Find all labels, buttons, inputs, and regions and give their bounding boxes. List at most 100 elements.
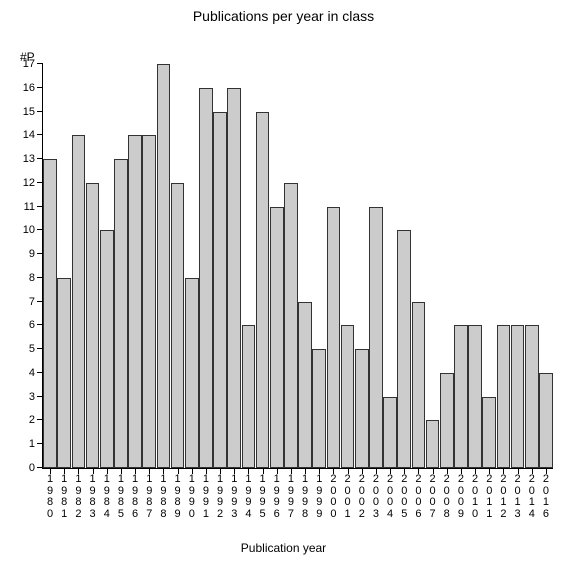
y-tick <box>37 206 43 207</box>
bar <box>185 278 199 468</box>
x-tick-label: 1989 <box>173 474 183 520</box>
y-tick <box>37 443 43 444</box>
y-tick <box>37 134 43 135</box>
y-tick-label: 16 <box>23 82 35 94</box>
bar <box>270 207 284 468</box>
x-tick-label: 2014 <box>527 474 537 520</box>
x-tick-label: 1982 <box>73 474 83 520</box>
x-tick-label: 1983 <box>88 474 98 520</box>
x-tick-label: 1981 <box>59 474 69 520</box>
y-tick <box>37 277 43 278</box>
bar <box>86 183 100 468</box>
y-tick-label: 15 <box>23 106 35 118</box>
y-tick-label: 1 <box>29 438 35 450</box>
y-tick <box>37 111 43 112</box>
x-tick-label: 2013 <box>513 474 523 520</box>
x-tick-label: 2003 <box>371 474 381 520</box>
y-tick-label: 17 <box>23 58 35 70</box>
x-tick-label: 2010 <box>470 474 480 520</box>
y-tick-label: 7 <box>29 296 35 308</box>
y-tick-label: 9 <box>29 248 35 260</box>
y-tick-label: 5 <box>29 343 35 355</box>
x-tick-label: 2016 <box>541 474 551 520</box>
bar <box>142 135 156 468</box>
bar <box>298 302 312 468</box>
y-tick-label: 12 <box>23 177 35 189</box>
bar <box>199 88 213 468</box>
x-tick-label: 2007 <box>428 474 438 520</box>
x-tick-label: 1996 <box>272 474 282 520</box>
bar <box>114 159 128 468</box>
bars-group <box>43 64 553 468</box>
y-tick <box>37 301 43 302</box>
y-tick-label: 6 <box>29 319 35 331</box>
y-tick-label: 2 <box>29 414 35 426</box>
bar <box>440 373 454 468</box>
bar <box>369 207 383 468</box>
bar <box>539 373 553 468</box>
x-tick-label: 2001 <box>343 474 353 520</box>
bar <box>383 397 397 468</box>
x-tick-label: 2006 <box>413 474 423 520</box>
y-tick <box>37 396 43 397</box>
bar <box>468 325 482 468</box>
bar <box>341 325 355 468</box>
bar <box>525 325 539 468</box>
bar <box>157 64 171 468</box>
y-tick <box>37 419 43 420</box>
y-tick-label: 0 <box>29 462 35 474</box>
bar <box>511 325 525 468</box>
chart-title: Publications per year in class <box>0 8 567 24</box>
bar <box>43 159 57 468</box>
bar <box>482 397 496 468</box>
bar <box>57 278 71 468</box>
y-tick-label: 4 <box>29 367 35 379</box>
bar <box>213 112 227 468</box>
x-tick-label: 2004 <box>385 474 395 520</box>
bar <box>284 183 298 468</box>
y-tick <box>37 182 43 183</box>
bar <box>171 183 185 468</box>
bar <box>227 88 241 468</box>
x-tick-label: 1990 <box>187 474 197 520</box>
x-tick-label: 1987 <box>144 474 154 520</box>
x-tick-label: 1992 <box>215 474 225 520</box>
y-tick <box>37 253 43 254</box>
bar <box>128 135 142 468</box>
bar <box>412 302 426 468</box>
bar <box>256 112 270 468</box>
y-tick-label: 3 <box>29 391 35 403</box>
y-tick <box>37 158 43 159</box>
x-tick-label: 1985 <box>116 474 126 520</box>
x-tick-label: 1991 <box>201 474 211 520</box>
x-tick-label: 1999 <box>314 474 324 520</box>
bar <box>497 325 511 468</box>
y-tick <box>37 324 43 325</box>
y-tick-label: 13 <box>23 153 35 165</box>
x-tick-label: 1998 <box>300 474 310 520</box>
x-tick-label: 2009 <box>456 474 466 520</box>
y-tick <box>37 372 43 373</box>
bar <box>355 349 369 468</box>
bar <box>242 325 256 468</box>
bar <box>100 230 114 468</box>
x-tick-label: 1980 <box>45 474 55 520</box>
y-tick-label: 14 <box>23 129 35 141</box>
y-tick-label: 11 <box>24 201 35 213</box>
x-tick-label: 1984 <box>102 474 112 520</box>
bar <box>312 349 326 468</box>
bar <box>397 230 411 468</box>
y-tick <box>37 229 43 230</box>
bar <box>426 420 440 468</box>
x-tick-label: 2012 <box>498 474 508 520</box>
x-tick-label: 2000 <box>328 474 338 520</box>
x-tick-label: 1993 <box>229 474 239 520</box>
x-axis-label: Publication year <box>0 541 567 555</box>
x-tick-label: 1995 <box>258 474 268 520</box>
chart-container: Publications per year in class #P 012345… <box>0 0 567 567</box>
x-tick-label: 2005 <box>399 474 409 520</box>
plot-area: 0123456789101112131415161719801981198219… <box>42 64 553 469</box>
x-tick-label: 1986 <box>130 474 140 520</box>
x-tick-label: 2008 <box>442 474 452 520</box>
bar <box>454 325 468 468</box>
